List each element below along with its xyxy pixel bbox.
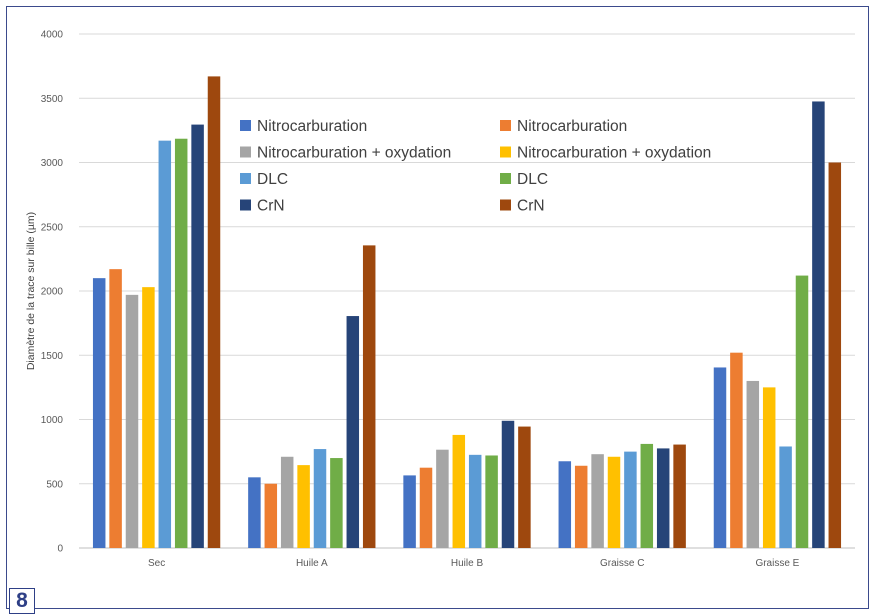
bar [142, 287, 155, 548]
bar [248, 477, 261, 548]
legend-swatch [500, 146, 511, 158]
legend-label: DLC [517, 171, 548, 188]
bar [501, 420, 515, 548]
legend-swatch [240, 120, 251, 131]
legend-swatch [240, 146, 251, 158]
bar [297, 465, 310, 548]
legend-swatch [500, 120, 511, 131]
figure-frame [6, 6, 869, 609]
y-tick-label: 3500 [41, 94, 64, 105]
y-tick-label: 1000 [41, 415, 64, 426]
bar [518, 426, 531, 548]
bar [403, 475, 416, 548]
bar [419, 467, 433, 548]
x-tick-label: Sec [148, 558, 165, 569]
bar [779, 446, 792, 548]
bar [346, 316, 360, 548]
y-tick-label: 2500 [41, 222, 64, 233]
bar [656, 448, 670, 548]
bar [591, 454, 604, 548]
y-tick-label: 1500 [41, 351, 64, 362]
bar [436, 449, 449, 548]
bar [158, 140, 172, 548]
bar [795, 275, 809, 548]
bar [92, 278, 106, 548]
x-tick-label: Huile A [296, 558, 328, 569]
bar [574, 465, 588, 548]
legend-label: Nitrocarburation + oxydation [257, 145, 451, 162]
bar [624, 451, 637, 548]
bar [362, 245, 376, 548]
bar [174, 138, 188, 549]
bar [558, 461, 572, 548]
x-tick-label: Graisse E [755, 558, 799, 569]
bar [191, 124, 204, 548]
y-tick-label: 4000 [41, 30, 64, 41]
bar [207, 76, 221, 548]
bar [730, 352, 743, 548]
y-tick-label: 3000 [41, 158, 64, 169]
bar [746, 380, 760, 548]
x-tick-label: Graisse C [600, 558, 644, 569]
legend-label: CrN [517, 198, 545, 215]
legend-label: DLC [257, 171, 288, 188]
bar [673, 444, 686, 548]
legend-swatch [240, 173, 251, 184]
bar [468, 454, 482, 548]
legend-label: Nitrocarburation + oxydation [517, 145, 711, 162]
legend-swatch [240, 199, 251, 211]
legend-label: Nitrocarburation [517, 118, 627, 135]
bar [485, 455, 498, 548]
bar [607, 456, 621, 548]
bar [762, 387, 776, 548]
legend-swatch [500, 199, 511, 211]
bar [109, 269, 122, 548]
legend-label: CrN [257, 198, 285, 215]
bar [313, 449, 327, 548]
legend-label: Nitrocarburation [257, 118, 367, 135]
y-tick-label: 500 [46, 479, 63, 490]
bar [264, 483, 278, 548]
bar [280, 456, 294, 548]
y-tick-label: 2000 [41, 287, 64, 298]
bar [125, 294, 139, 548]
bar [452, 434, 466, 548]
x-tick-label: Huile B [451, 558, 484, 569]
figure-number-badge: 8 [9, 588, 35, 614]
bar [713, 367, 727, 548]
bar [812, 101, 825, 549]
legend-swatch [500, 173, 511, 184]
y-tick-label: 0 [57, 544, 63, 555]
bar [640, 443, 654, 548]
bar [828, 162, 842, 548]
y-axis-label: Diamètre de la trace sur bille (µm) [25, 212, 37, 370]
bar [330, 458, 343, 548]
